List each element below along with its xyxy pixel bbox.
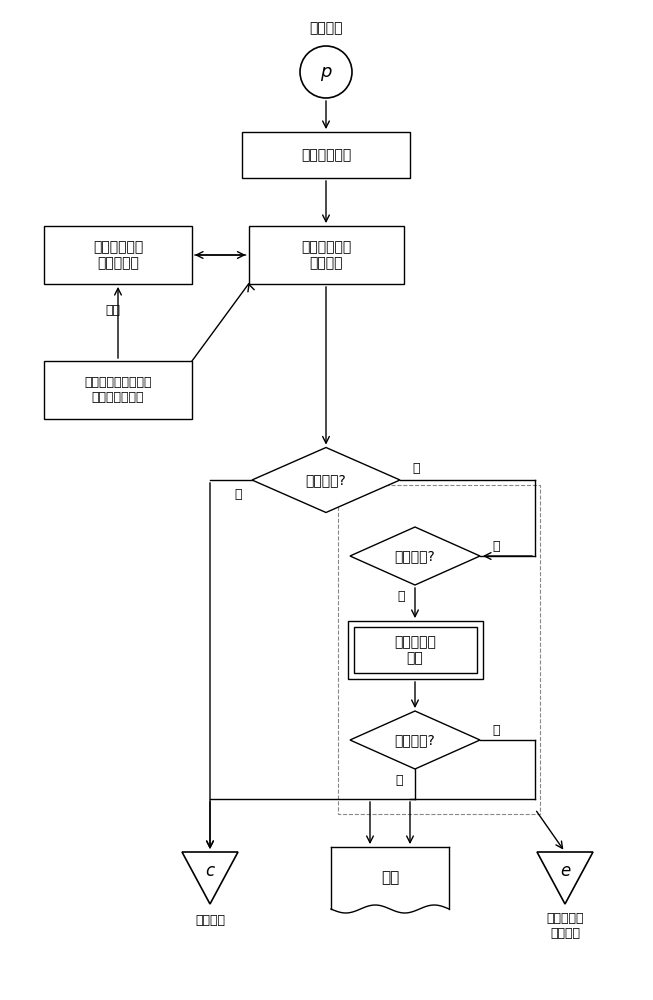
Text: 发故障指示
人工处理: 发故障指示 人工处理 <box>547 912 584 940</box>
Text: 是: 是 <box>395 774 403 788</box>
Text: 否: 否 <box>412 462 419 475</box>
Bar <box>242 132 410 178</box>
Text: 运行正常?: 运行正常? <box>306 473 346 487</box>
Text: 电动执行机构
诊断模型: 电动执行机构 诊断模型 <box>301 240 351 270</box>
Text: e: e <box>560 862 570 880</box>
Polygon shape <box>182 852 238 904</box>
Bar <box>249 226 404 284</box>
Polygon shape <box>252 448 400 512</box>
Text: c: c <box>206 862 215 880</box>
Polygon shape <box>350 527 480 585</box>
Circle shape <box>300 46 352 98</box>
Text: 电动执行机构
状态知识库: 电动执行机构 状态知识库 <box>93 240 143 270</box>
Text: 否: 否 <box>492 724 500 736</box>
Text: 是: 是 <box>234 488 242 500</box>
Text: 恢复成功?: 恢复成功? <box>394 733 436 747</box>
Text: 否: 否 <box>492 540 500 552</box>
Bar <box>44 226 192 284</box>
Text: 电动执行机构状态诊
断与调试工作站: 电动执行机构状态诊 断与调试工作站 <box>84 376 151 404</box>
Polygon shape <box>350 711 480 769</box>
Text: 故障自恢复
方案: 故障自恢复 方案 <box>394 635 436 665</box>
Text: 总线: 总线 <box>106 304 121 317</box>
Text: 状态特征提取: 状态特征提取 <box>301 148 351 162</box>
Bar <box>353 627 477 673</box>
Text: p: p <box>321 63 332 81</box>
Text: 是: 是 <box>397 590 405 603</box>
Bar <box>44 361 192 419</box>
Text: 正常运行: 正常运行 <box>195 914 225 926</box>
Text: 状态参数: 状态参数 <box>310 21 343 35</box>
Text: 存档: 存档 <box>381 870 399 886</box>
Polygon shape <box>537 852 593 904</box>
Bar <box>347 621 483 679</box>
Text: 可自恢复?: 可自恢复? <box>394 549 436 563</box>
Bar <box>338 485 540 814</box>
